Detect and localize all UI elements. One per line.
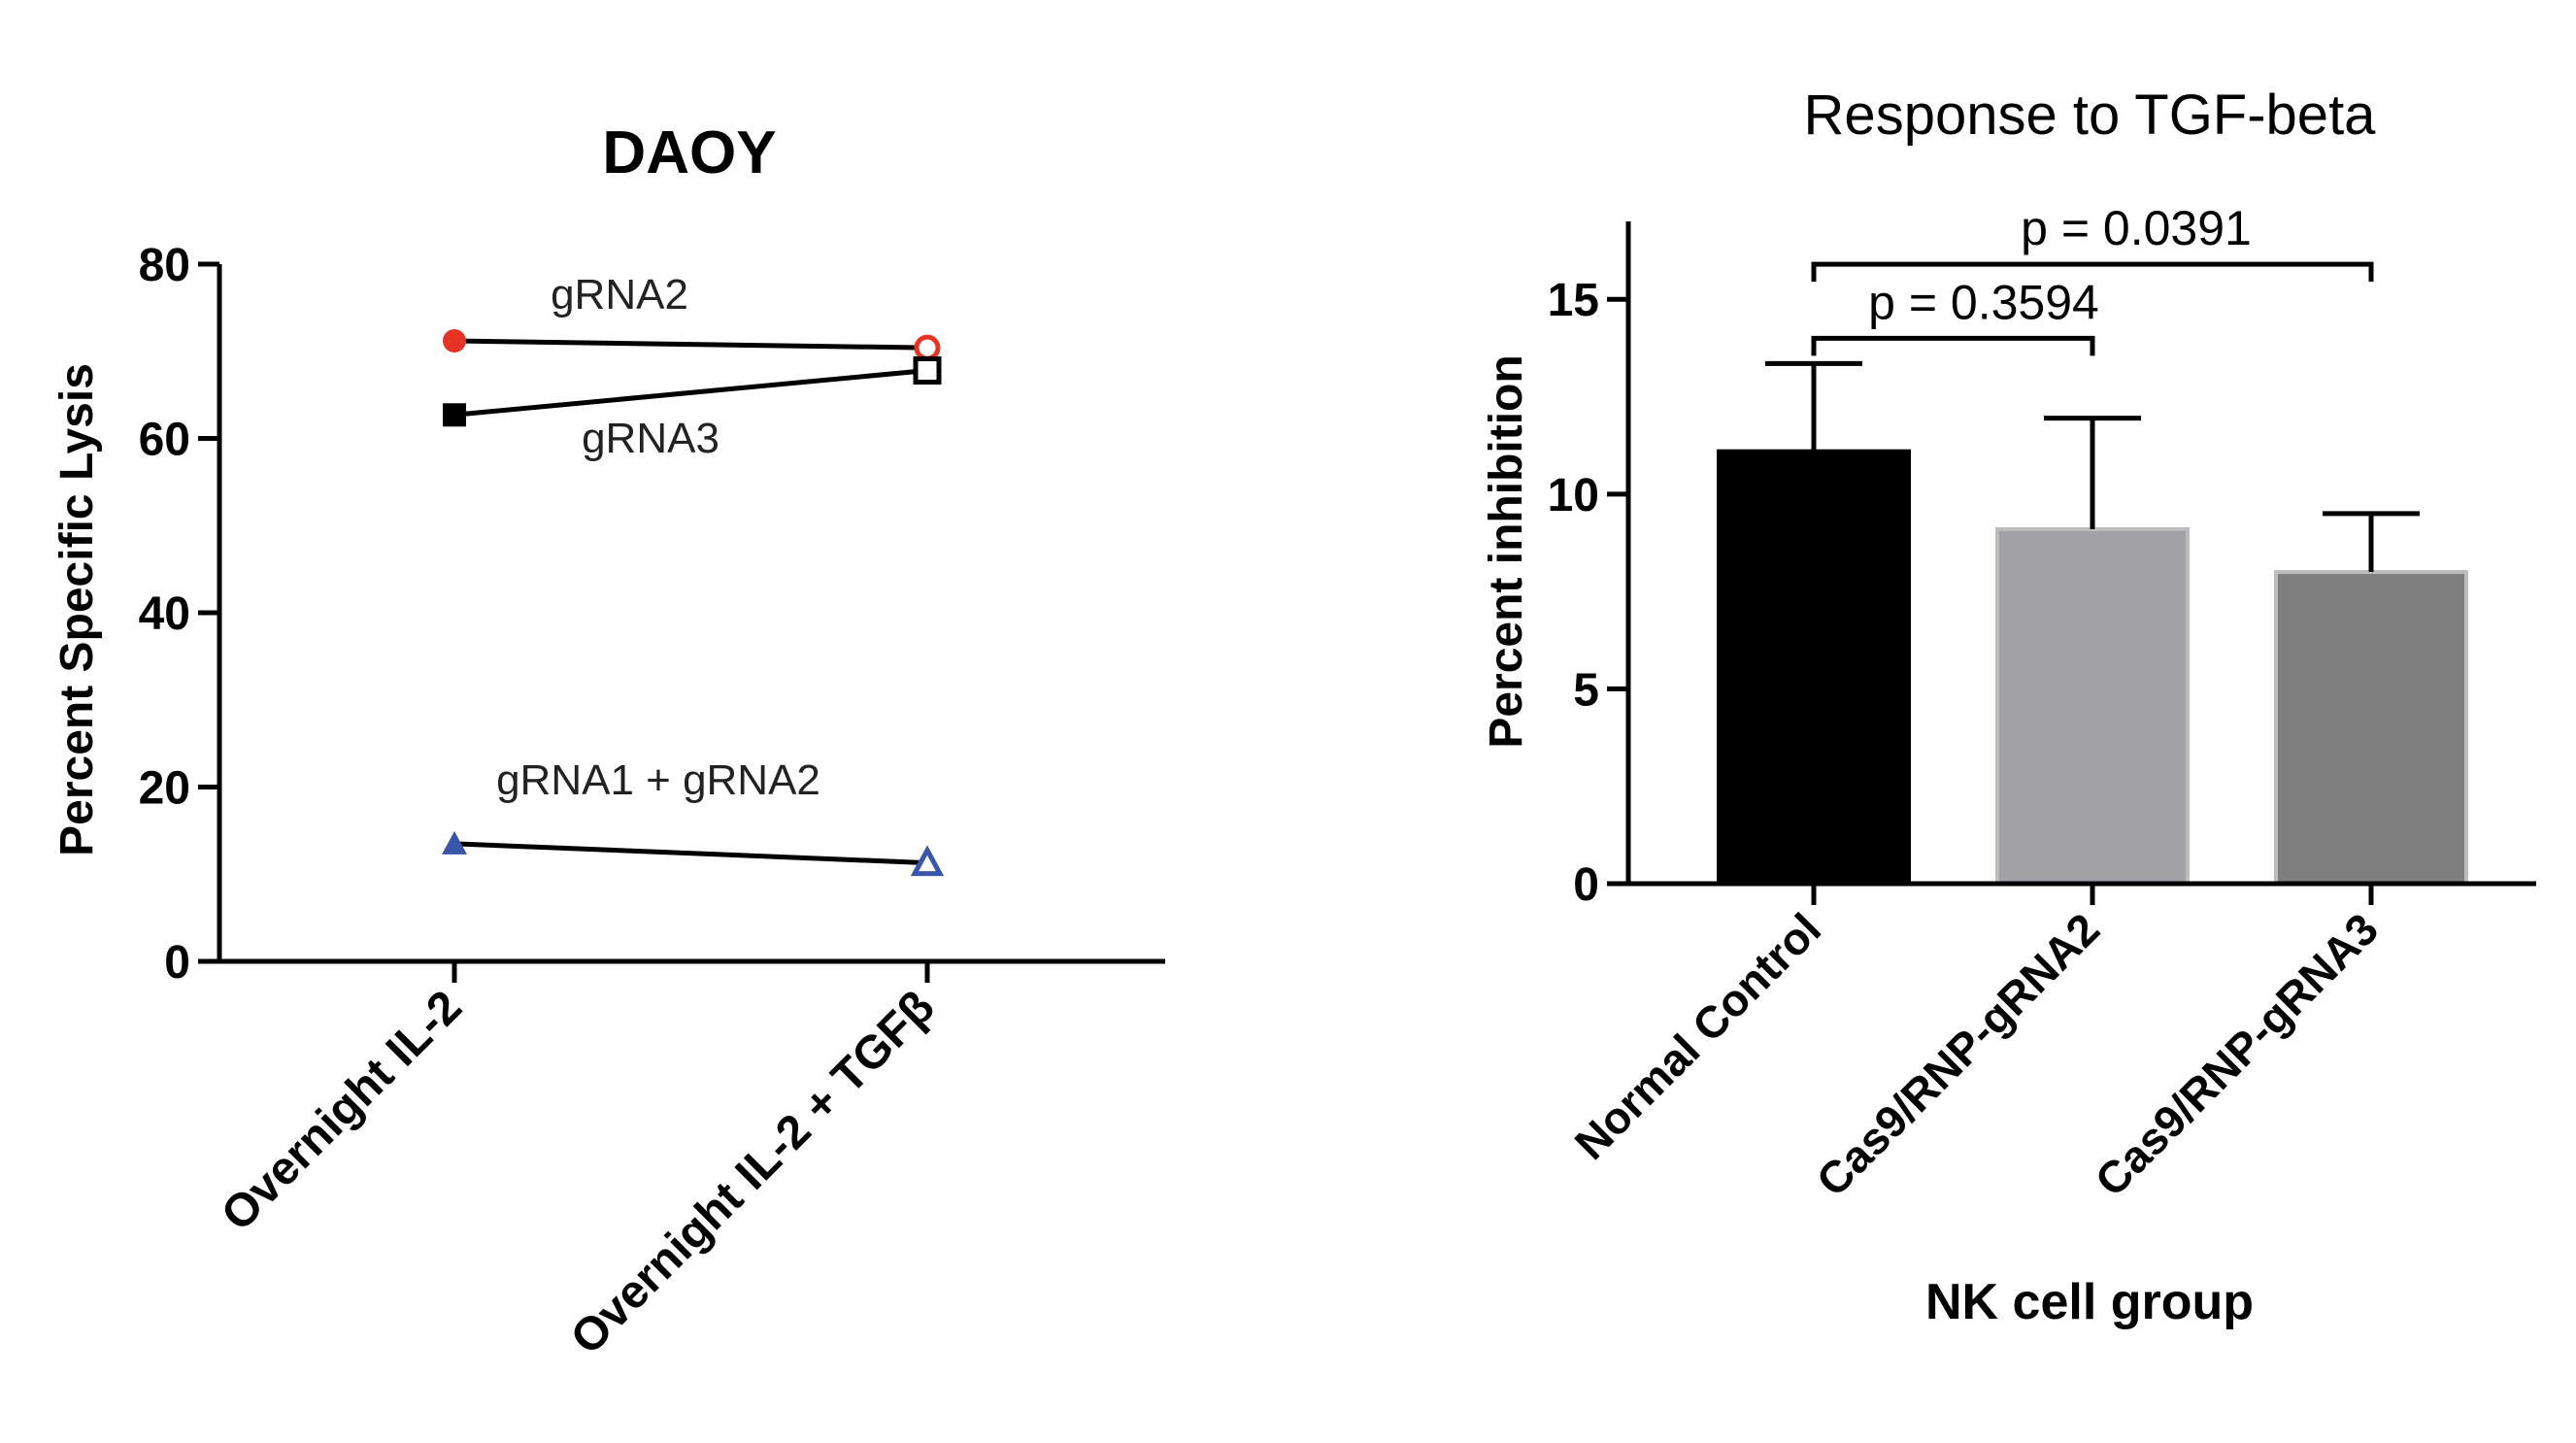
left-series-grna1-grna2: gRNA1 + gRNA2: [442, 756, 945, 877]
right-x-tick-label-cas9-rnp-grna2: Cas9/RNP-gRNA2: [1807, 903, 2110, 1206]
left-y-tick-label-40: 40: [139, 588, 190, 640]
right-bar-cas9-rnp-grna3: [2274, 570, 2468, 886]
right-x-axis-label: NK cell group: [1925, 1274, 2254, 1330]
right-chart-title: Response to TGF-beta: [1804, 84, 2377, 147]
left-chart-title: DAOY: [602, 119, 776, 186]
left-y-axis-label: Percent Specific Lysis: [51, 363, 103, 856]
significance-annotations: p = 0.3594 p = 0.0391: [1811, 201, 2374, 356]
left-series-grna3: gRNA3: [443, 355, 942, 462]
left-y-tick-label-60: 60: [139, 415, 190, 466]
left-line-grna1-grna2: [453, 841, 928, 866]
right-bar-cas9-rnp-grna2: [1995, 526, 2190, 886]
right-y-tick-label-15: 15: [1548, 275, 1599, 326]
left-y-tick-label-80: 80: [139, 240, 190, 291]
significance-bracket-1: p = 0.0391: [1811, 201, 2374, 283]
bracket-label-0: p = 0.3594: [1868, 275, 2099, 329]
right-x-tick-label-cas9-rnp-grna3: Cas9/RNP-gRNA3: [2086, 903, 2389, 1206]
right-y-tick-label-10: 10: [1548, 470, 1599, 521]
left-series-label-grna2: gRNA2: [551, 271, 688, 319]
right-bars-group: [1717, 360, 2468, 886]
inhibition-bar-chart: Response to TGF-beta Percent inhibition …: [1481, 84, 2536, 1330]
left-series-label-grna3: gRNA3: [582, 415, 719, 462]
left-line-grna2: [453, 338, 928, 351]
left-x-tick-label-overnight-il-2: Overnight IL-2: [212, 981, 472, 1241]
left-y-tick-label-20: 20: [139, 763, 190, 815]
right-y-tick-label-5: 5: [1573, 664, 1599, 716]
bracket-line-0: [1811, 335, 2095, 356]
left-series-grna2: gRNA2: [443, 271, 941, 361]
bracket-label-1: p = 0.0391: [2021, 201, 2252, 255]
left-point-grna1-grna2-0: [442, 830, 467, 855]
left-point-grna3-1: [913, 355, 942, 385]
bracket-line-1: [1811, 261, 2374, 283]
left-point-grna3-0: [443, 403, 466, 427]
right-y-tick-label-0: 0: [1573, 859, 1599, 911]
left-point-grna1-grna2-1: [910, 845, 945, 877]
left-line-grna3: [453, 368, 928, 418]
right-x-tick-label-normal-control: Normal Control: [1565, 903, 1830, 1168]
left-point-grna2-0: [443, 328, 466, 352]
left-point-grna2-1: [914, 334, 941, 361]
right-bar-normal-control: [1717, 449, 1911, 886]
left-series-label-grna1-grna2: gRNA1 + gRNA2: [496, 756, 820, 804]
left-y-tick-label-0: 0: [164, 937, 190, 989]
right-y-axis-label: Percent inhibition: [1481, 354, 1532, 748]
significance-bracket-0: p = 0.3594: [1811, 275, 2099, 356]
left-series-group: gRNA2 gRNA3 gRNA1 + gRNA2: [442, 271, 945, 877]
lysis-line-chart: DAOY Percent Specific Lysis 0 20 40 60 80 Ove…: [51, 119, 1165, 1364]
left-x-tick-label-overnight-il-2-tgf: Overnight IL-2 + TGFβ: [561, 981, 945, 1364]
